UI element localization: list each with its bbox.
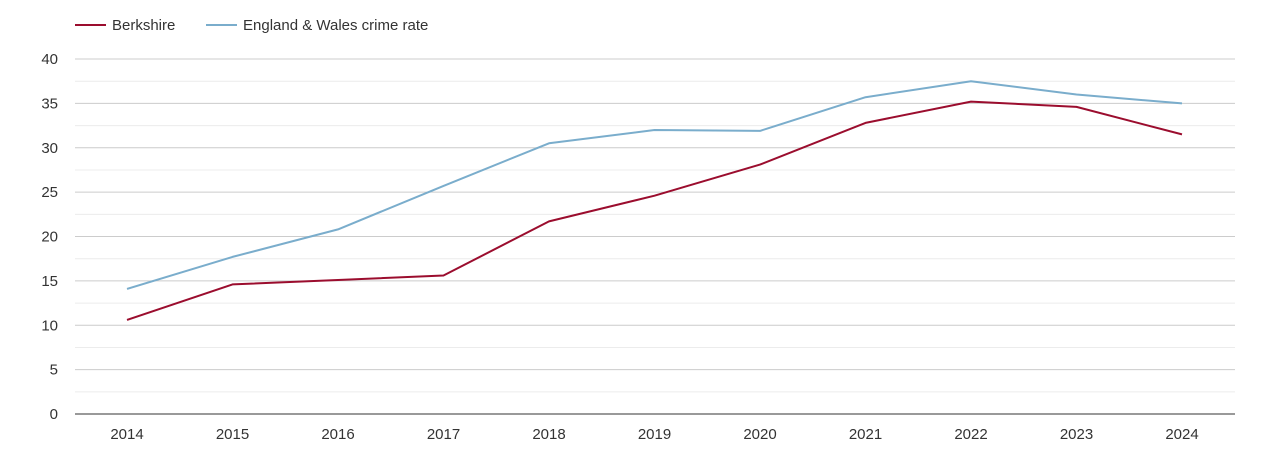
y-tick-label: 0 bbox=[50, 406, 58, 423]
x-tick-label: 2022 bbox=[954, 426, 987, 443]
series-line-berkshire bbox=[126, 100, 1183, 321]
legend: Berkshire England & Wales crime rate bbox=[75, 17, 428, 34]
legend-label: Berkshire bbox=[112, 17, 175, 34]
y-tick-label: 30 bbox=[41, 140, 58, 157]
y-tick-label: 40 bbox=[41, 51, 58, 68]
x-tick-label: 2019 bbox=[638, 426, 671, 443]
y-tick-label: 20 bbox=[41, 229, 58, 246]
y-tick-label: 10 bbox=[41, 317, 58, 334]
y-tick-label: 25 bbox=[41, 184, 58, 201]
series-lines bbox=[126, 80, 1183, 321]
grid-lines bbox=[75, 58, 1235, 393]
x-tick-label: 2016 bbox=[321, 426, 354, 443]
x-tick-label: 2021 bbox=[849, 426, 882, 443]
legend-item: England & Wales crime rate bbox=[206, 17, 428, 34]
x-axis: 2014 2015 2016 2017 2018 2019 2020 2021 2022 2023… bbox=[75, 413, 1235, 443]
x-tick-label: 2024 bbox=[1165, 426, 1198, 443]
x-tick-label: 2023 bbox=[1060, 426, 1093, 443]
legend-item: Berkshire bbox=[75, 17, 175, 34]
y-tick-label: 15 bbox=[41, 273, 58, 290]
x-tick-label: 2015 bbox=[216, 426, 249, 443]
x-tick-label: 2020 bbox=[743, 426, 776, 443]
y-axis: 0 5 10 15 20 25 30 35 40 bbox=[41, 51, 58, 423]
x-tick-label: 2018 bbox=[532, 426, 565, 443]
y-tick-label: 35 bbox=[41, 95, 58, 112]
x-tick-label: 2014 bbox=[110, 426, 143, 443]
y-tick-label: 5 bbox=[50, 362, 58, 379]
legend-label: England & Wales crime rate bbox=[243, 17, 428, 34]
series-line-england-wales bbox=[126, 80, 1183, 290]
x-tick-label: 2017 bbox=[427, 426, 460, 443]
